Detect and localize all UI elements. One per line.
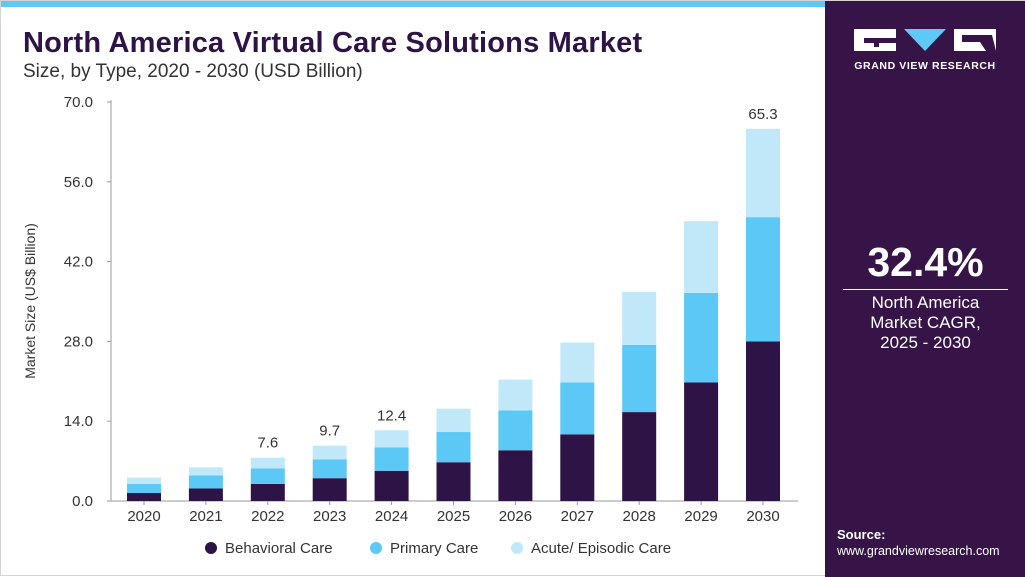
bar-segment <box>250 483 285 501</box>
y-tick-label: 14.0 <box>64 413 93 430</box>
bar-segment <box>188 488 223 501</box>
logo-text: GRAND VIEW RESEARCH <box>854 60 996 72</box>
y-tick-label: 70.0 <box>64 94 93 111</box>
bar-segment <box>127 493 161 501</box>
bar-segment <box>374 470 409 501</box>
x-tick-label: 2026 <box>499 508 532 525</box>
x-tick-label: 2022 <box>251 508 284 525</box>
x-tick-label: 2023 <box>313 508 346 525</box>
x-tick-label: 2021 <box>189 508 222 525</box>
cagr-label-line: 2025 - 2030 <box>880 333 971 352</box>
bar-segment <box>436 408 471 433</box>
top-accent-bar <box>1 1 825 7</box>
x-tick-label: 2029 <box>684 508 717 525</box>
cagr-label-line: Market CAGR, <box>870 313 981 332</box>
bar-segment <box>188 467 223 476</box>
bar-segment <box>127 483 161 494</box>
bar-segment <box>188 475 223 489</box>
cagr-divider <box>843 289 1008 290</box>
bar-segment <box>622 291 657 345</box>
cagr-label: North America Market CAGR, 2025 - 2030 <box>825 293 1025 353</box>
bar-segment <box>560 342 595 383</box>
bar-segment <box>498 410 533 451</box>
x-tick-label: 2027 <box>561 508 594 525</box>
bar-segment <box>436 432 471 463</box>
bar-segment <box>684 292 719 383</box>
x-tick-label: 2030 <box>746 508 779 525</box>
bar-segment <box>374 430 409 448</box>
bar-segment <box>498 450 533 501</box>
source-link[interactable]: www.grandviewresearch.com <box>837 544 1000 558</box>
y-tick-label: 56.0 <box>64 174 93 191</box>
bar-segment <box>436 462 471 501</box>
y-axis-title: Market Size (US$ Billion) <box>22 223 38 379</box>
bar-segment <box>312 445 347 460</box>
y-tick-label: 42.0 <box>64 254 93 271</box>
legend-label: Acute/ Episodic Care <box>531 540 671 557</box>
side-panel: GRAND VIEW RESEARCH 32.4% North America … <box>825 1 1025 577</box>
data-label: 7.6 <box>257 435 278 452</box>
gvr-logo-mark-icon <box>854 29 996 51</box>
x-tick-label: 2024 <box>375 508 408 525</box>
grand-view-research-logo: GRAND VIEW RESEARCH <box>854 29 996 72</box>
cagr-label-line: North America <box>871 293 980 312</box>
x-tick-label: 2028 <box>623 508 656 525</box>
bar-segment <box>127 477 161 484</box>
x-tick-label: 2025 <box>437 508 470 525</box>
bar-segment <box>746 217 780 342</box>
data-label: 9.7 <box>319 423 340 440</box>
y-tick-label: 28.0 <box>64 333 93 350</box>
y-tick-label: 0.0 <box>72 493 93 510</box>
legend-label: Primary Care <box>390 540 478 557</box>
cagr-value: 32.4% <box>867 239 984 285</box>
stacked-bar-chart: 0.0 14.0 28.0 42.0 56.0 70.0 Market Size (US$ … <box>22 94 798 557</box>
bar-segment <box>374 447 409 471</box>
bar-segment <box>684 382 719 501</box>
x-tick-label: 2020 <box>127 508 160 525</box>
bar-segment <box>560 434 595 501</box>
bar-segment <box>498 379 533 411</box>
legend-label: Behavioral Care <box>225 540 333 557</box>
bar-segment <box>312 478 347 501</box>
chart-subtitle: Size, by Type, 2020 - 2030 (USD Billion) <box>23 61 363 82</box>
legend-marker <box>205 542 217 554</box>
bar-segment <box>684 221 719 293</box>
bar-segment <box>622 412 657 501</box>
chart-title: North America Virtual Care Solutions Mar… <box>23 27 643 59</box>
legend-marker <box>370 542 382 554</box>
data-label: 65.3 <box>748 106 777 123</box>
bar-segment <box>250 457 285 469</box>
source-label: Source: <box>837 527 886 542</box>
bar-segment <box>622 344 657 413</box>
legend-marker <box>511 542 523 554</box>
bar-segment <box>250 468 285 484</box>
data-label: 12.4 <box>377 407 406 424</box>
bar-segment <box>312 459 347 479</box>
bar-segment <box>746 341 780 501</box>
bar-segment <box>560 382 595 435</box>
bar-segment <box>746 128 780 218</box>
